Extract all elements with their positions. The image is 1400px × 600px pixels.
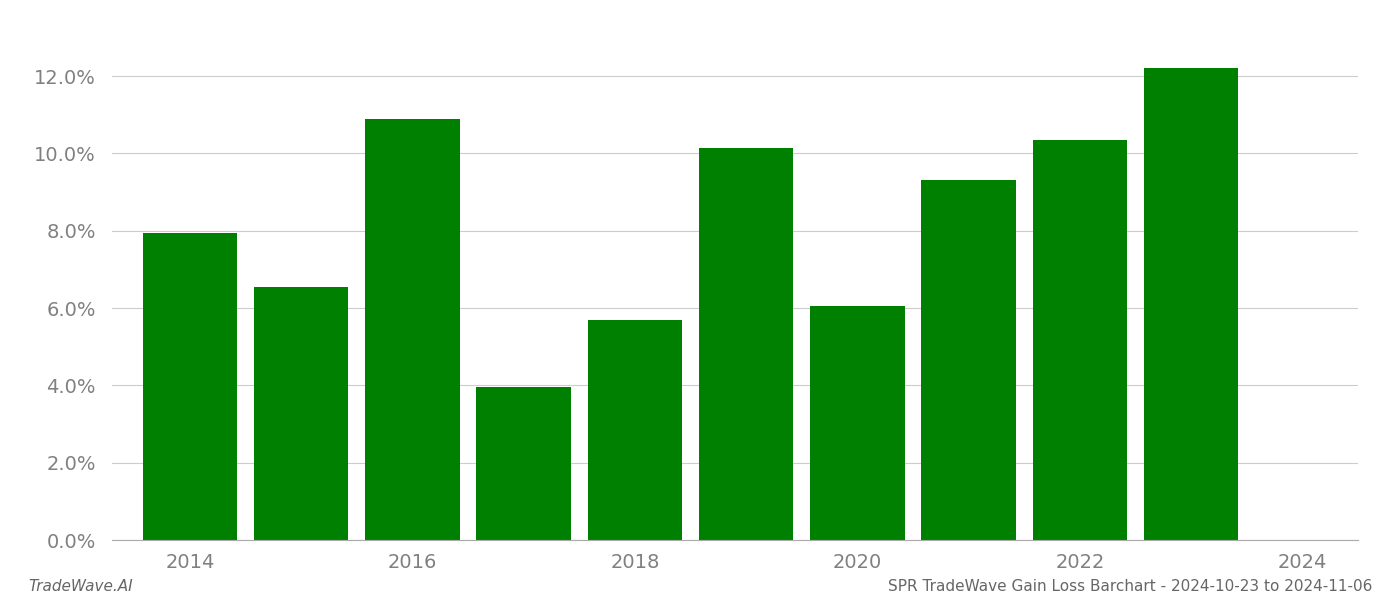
Text: SPR TradeWave Gain Loss Barchart - 2024-10-23 to 2024-11-06: SPR TradeWave Gain Loss Barchart - 2024-… — [888, 579, 1372, 594]
Bar — [1033, 140, 1127, 540]
Bar — [1144, 68, 1239, 540]
Bar — [699, 148, 794, 540]
Bar — [253, 287, 349, 540]
Bar — [143, 233, 237, 540]
Text: TradeWave.AI: TradeWave.AI — [28, 579, 133, 594]
Bar — [365, 119, 459, 540]
Bar — [811, 306, 904, 540]
Bar — [476, 387, 571, 540]
Bar — [588, 320, 682, 540]
Bar — [921, 181, 1016, 540]
